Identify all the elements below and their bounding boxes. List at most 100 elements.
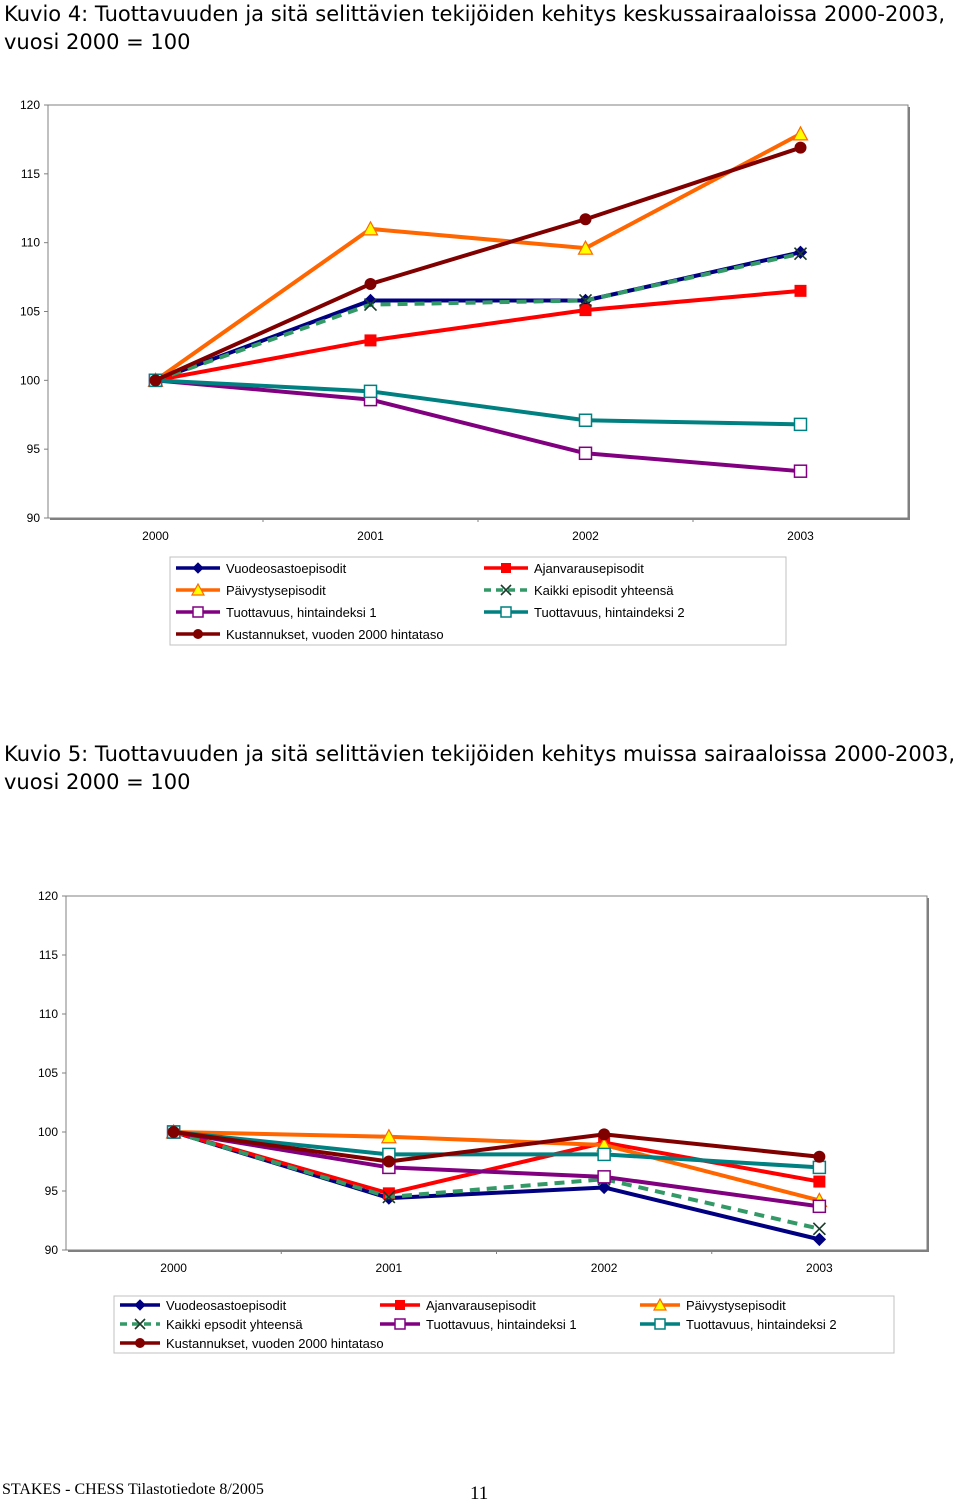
series-line-kaikki-epsodit-yhteensa <box>173 1130 820 1231</box>
y-tick-label: 95 <box>27 442 41 456</box>
data-point-paivystysepisodit <box>380 1128 397 1144</box>
y-tick-label: 90 <box>45 1243 59 1257</box>
x-tick-label: 2000 <box>142 529 169 543</box>
series-line-kustannukset-vuoden-2000-hintataso <box>173 1130 820 1164</box>
data-point-kustannukset-vuoden-2000-hintataso <box>794 141 807 154</box>
series-line-tuottavuus-hintaindeksi-1 <box>173 1130 820 1209</box>
legend-label: Päivystysepisodit <box>686 1298 786 1313</box>
legend-label: Kaikki epsodit yhteensä <box>166 1317 303 1332</box>
legend-marker <box>192 562 204 574</box>
legend-marker <box>135 1338 145 1348</box>
legend-marker <box>193 629 203 639</box>
legend-label: Tuottavuus, hintaindeksi 2 <box>534 605 685 620</box>
x-tick-label: 2003 <box>806 1261 833 1275</box>
legend-label: Kaikki episodit yhteensä <box>534 583 674 598</box>
page-number: 11 <box>470 1483 489 1504</box>
legend-item-kaikki-epsodit-yhteensa: Kaikki epsodit yhteensä <box>120 1317 303 1332</box>
data-point-tuottavuus-hintaindeksi-1 <box>793 464 808 478</box>
legend-item-tuottavuus-hintaindeksi-1: Tuottavuus, hintaindeksi 1 <box>176 605 377 620</box>
legend-label: Vuodeosastoepisodit <box>226 561 347 576</box>
data-point-tuottavuus-hintaindeksi-2 <box>793 417 808 432</box>
x-tick-label: 2001 <box>376 1261 403 1275</box>
data-point-kustannukset-vuoden-2000-hintataso <box>813 1150 826 1163</box>
y-tick-label: 120 <box>20 98 40 112</box>
data-point-tuottavuus-hintaindeksi-1 <box>812 1199 827 1214</box>
data-point-vuodeosastoepisodit <box>597 1180 611 1195</box>
legend-marker <box>652 1297 668 1311</box>
series-paivystysepisodit <box>147 125 809 387</box>
legend-label: Päivystysepisodit <box>226 583 326 598</box>
figure-5-caption: Kuvio 5: Tuottavuuden ja sitä selittävie… <box>4 742 956 794</box>
legend-label: Kustannukset, vuoden 2000 hintataso <box>166 1336 384 1351</box>
data-point-kaikki-epsodit-yhteensa <box>382 1190 396 1204</box>
legend-label: Tuottavuus, hintaindeksi 1 <box>226 605 377 620</box>
footer-source: STAKES - CHESS Tilastotiedote 8/2005 <box>2 1481 264 1498</box>
legend-item-paivystysepisodit: Päivystysepisodit <box>176 582 326 598</box>
legend-marker <box>192 606 204 618</box>
series-line-tuottavuus-hintaindeksi-2 <box>173 1130 820 1170</box>
series-line-paivystysepisodit <box>154 132 802 382</box>
legend-marker <box>500 606 512 618</box>
legend-label: Vuodeosastoepisodit <box>166 1298 287 1313</box>
x-tick-label: 2001 <box>357 529 384 543</box>
y-tick-label: 105 <box>20 305 40 319</box>
data-point-tuottavuus-hintaindeksi-2 <box>812 1160 827 1175</box>
legend-item-vuodeosastoepisodit: Vuodeosastoepisodit <box>176 561 347 576</box>
legend-item-kustannukset-vuoden-2000-hintataso: Kustannukset, vuoden 2000 hintataso <box>120 1336 384 1351</box>
data-point-kaikki-epsodit-yhteensa <box>812 1222 826 1236</box>
data-point-tuottavuus-hintaindeksi-1 <box>578 446 593 461</box>
series-kustannukset-vuoden-2000-hintataso <box>149 141 807 387</box>
x-tick-label: 2002 <box>591 1261 618 1275</box>
data-point-ajanvarausepisodit <box>813 1175 826 1188</box>
data-point-kustannukset-vuoden-2000-hintataso <box>364 277 377 290</box>
legend-marker <box>500 584 512 596</box>
data-point-kaikki-episodit-yhteensa <box>363 298 378 312</box>
y-tick-label: 100 <box>20 373 40 387</box>
data-point-kaikki-episodit-yhteensa <box>578 293 593 308</box>
data-point-tuottavuus-hintaindeksi-1 <box>597 1170 611 1184</box>
series-kustannukset-vuoden-2000-hintataso <box>167 1126 826 1168</box>
data-point-paivystysepisodit <box>792 125 809 141</box>
y-tick-label: 95 <box>45 1184 59 1198</box>
x-tick-label: 2003 <box>787 529 814 543</box>
x-tick-label: 2002 <box>572 529 599 543</box>
legend-marker <box>501 563 511 573</box>
legend-label: Tuottavuus, hintaindeksi 1 <box>426 1317 577 1332</box>
data-point-kustannukset-vuoden-2000-hintataso <box>149 374 162 387</box>
x-tick-label: 2000 <box>160 1261 187 1275</box>
legend-item-tuottavuus-hintaindeksi-2: Tuottavuus, hintaindeksi 2 <box>640 1317 837 1332</box>
y-tick-label: 110 <box>21 236 40 250</box>
series-line-kaikki-episodit-yhteensa <box>154 251 801 383</box>
data-point-kustannukset-vuoden-2000-hintataso <box>382 1155 395 1168</box>
data-point-tuottavuus-hintaindeksi-2 <box>578 413 593 428</box>
legend-marker <box>654 1318 666 1330</box>
figure-5-chart: 90 95 100 105 110 115 120 2000 2001 2002 2003 Vuode… <box>38 889 929 1354</box>
data-point-paivystysepisodit <box>362 220 379 236</box>
legend-marker <box>394 1318 406 1330</box>
legend-label: Ajanvarausepisodit <box>534 561 644 576</box>
legend-box <box>113 1295 895 1354</box>
legend-marker <box>134 1318 146 1330</box>
legend-item-vuodeosastoepisodit: Vuodeosastoepisodit <box>120 1298 287 1313</box>
data-point-ajanvarausepisodit <box>579 304 592 317</box>
legend-item-tuottavuus-hintaindeksi-1: Tuottavuus, hintaindeksi 1 <box>380 1317 577 1332</box>
series-line-tuottavuus-hintaindeksi-2 <box>155 378 801 427</box>
legend-item-kaikki-episodit-yhteensa: Kaikki episodit yhteensä <box>484 583 674 598</box>
y-tick-label: 100 <box>38 1125 58 1139</box>
series-line-vuodeosastoepisodit <box>173 1130 820 1242</box>
data-point-kustannukset-vuoden-2000-hintataso <box>167 1126 180 1138</box>
y-tick-label: 90 <box>27 511 41 525</box>
data-point-ajanvarausepisodit <box>794 284 807 297</box>
legend-box <box>169 556 787 646</box>
legend-label: Kustannukset, vuoden 2000 hintataso <box>226 627 444 642</box>
series-line-ajanvarausepisodit <box>155 288 801 383</box>
legend-item-ajanvarausepisodit: Ajanvarausepisodit <box>484 561 644 576</box>
plot-area <box>47 104 909 519</box>
series-line-tuottavuus-hintaindeksi-1 <box>155 378 801 474</box>
legend-item-tuottavuus-hintaindeksi-2: Tuottavuus, hintaindeksi 2 <box>484 605 685 620</box>
series-line-paivystysepisodit <box>173 1130 820 1203</box>
data-point-ajanvarausepisodit <box>364 334 377 347</box>
legend-item-ajanvarausepisodit: Ajanvarausepisodit <box>380 1298 536 1313</box>
data-point-kaikki-episodit-yhteensa <box>793 247 808 261</box>
legend-label: Ajanvarausepisodit <box>426 1298 536 1313</box>
